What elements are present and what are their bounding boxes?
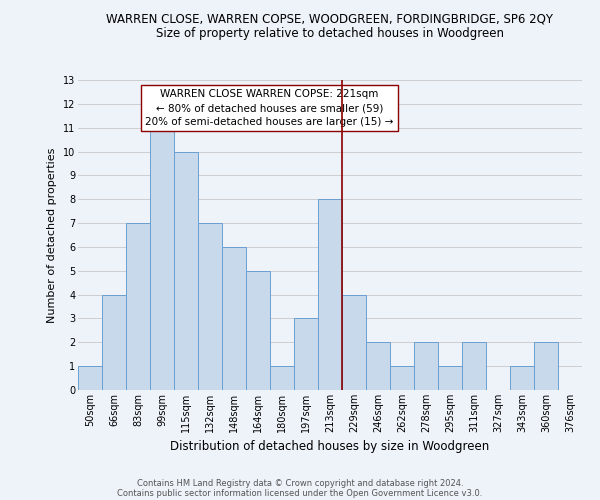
Bar (438, 366, 462, 390)
Bar (534, 342, 558, 390)
Text: WARREN CLOSE, WARREN COPSE, WOODGREEN, FORDINGBRIDGE, SP6 2QY: WARREN CLOSE, WARREN COPSE, WOODGREEN, F… (107, 12, 554, 26)
Bar (294, 318, 318, 390)
Bar (222, 247, 246, 390)
Bar (174, 152, 198, 390)
Bar (78, 366, 102, 390)
Bar (102, 294, 126, 390)
Text: Contains public sector information licensed under the Open Government Licence v3: Contains public sector information licen… (118, 488, 482, 498)
Bar (246, 271, 270, 390)
Bar (150, 128, 174, 390)
Text: Size of property relative to detached houses in Woodgreen: Size of property relative to detached ho… (156, 28, 504, 40)
Y-axis label: Number of detached properties: Number of detached properties (47, 148, 57, 322)
Bar (414, 342, 438, 390)
Bar (270, 366, 294, 390)
Bar (126, 223, 150, 390)
Text: WARREN CLOSE WARREN COPSE: 221sqm
← 80% of detached houses are smaller (59)
20% : WARREN CLOSE WARREN COPSE: 221sqm ← 80% … (145, 90, 394, 128)
Bar (198, 223, 222, 390)
Bar (366, 342, 390, 390)
Bar (318, 199, 342, 390)
Bar (342, 294, 366, 390)
Bar (510, 366, 534, 390)
Bar (390, 366, 414, 390)
X-axis label: Distribution of detached houses by size in Woodgreen: Distribution of detached houses by size … (170, 440, 490, 454)
Text: Contains HM Land Registry data © Crown copyright and database right 2024.: Contains HM Land Registry data © Crown c… (137, 478, 463, 488)
Bar (462, 342, 486, 390)
